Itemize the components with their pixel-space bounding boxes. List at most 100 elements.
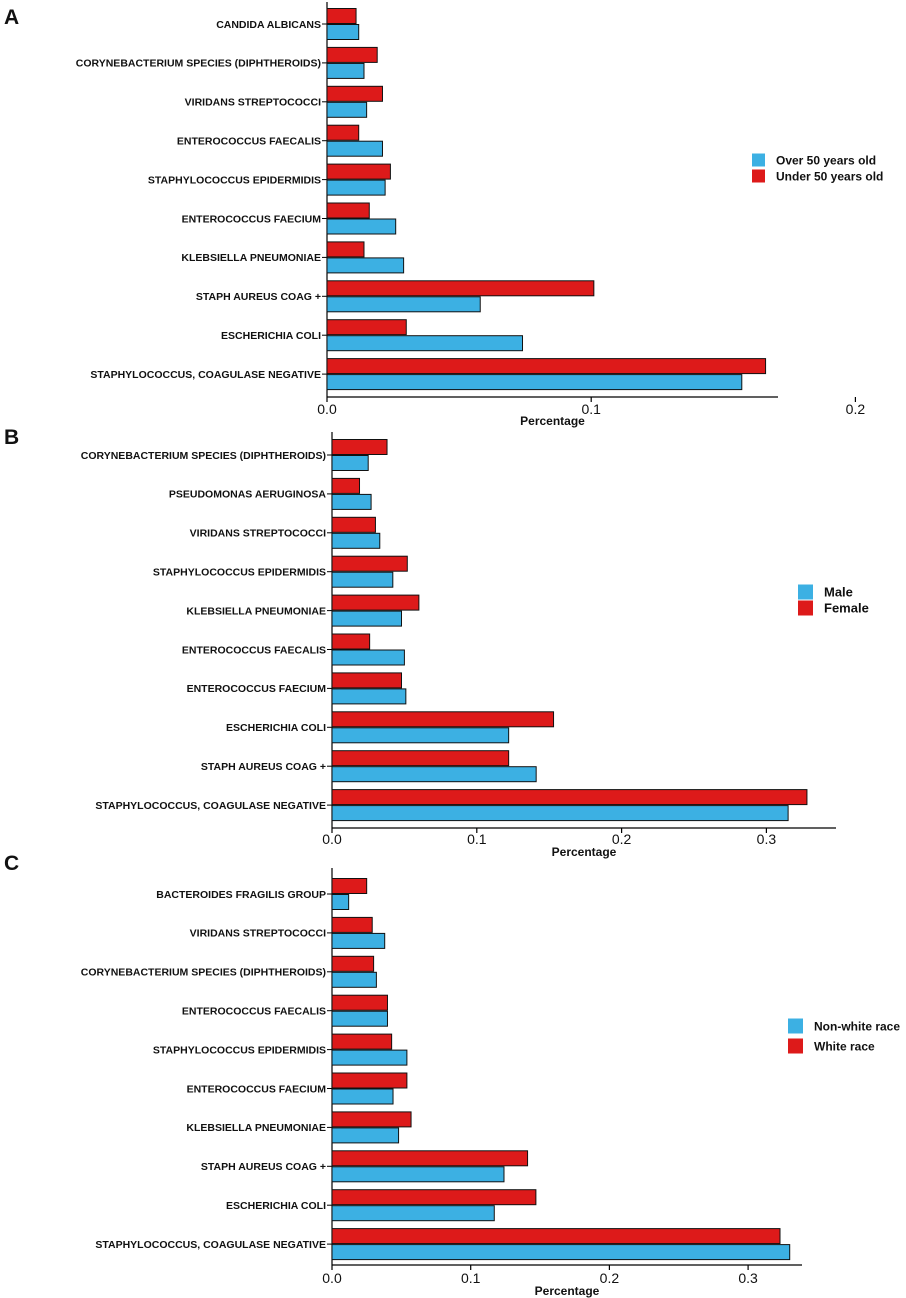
legend-swatch-male (798, 584, 813, 600)
category-label-enterococcus-faecalis: ENTEROCOCCUS FAECALIS (177, 136, 321, 148)
category-label-klebsiella-pneumoniae: KLEBSIELLA PNEUMONIAE (181, 252, 321, 264)
category-label-corynebacterium-species-diphtheroids: CORYNEBACTERIUM SPECIES (DIPHTHEROIDS) (81, 450, 326, 462)
category-label-bacteroides-fragilis-group: BACTEROIDES FRAGILIS GROUP (156, 889, 326, 901)
bar-female-enterococcus-faecalis (331, 633, 371, 650)
bar-under-50-years-old-staphylococcus-coagulase-negative (326, 358, 767, 375)
bar-white-race-klebsiella-pneumoniae (331, 1111, 412, 1128)
bar-male-viridans-streptococci (331, 532, 381, 549)
bar-male-klebsiella-pneumoniae (331, 610, 403, 627)
bar-over-50-years-old-klebsiella-pneumoniae (326, 257, 405, 274)
x-axis-title: Percentage (552, 845, 617, 859)
category-label-enterococcus-faecalis: ENTEROCOCCUS FAECALIS (182, 1006, 326, 1018)
bar-under-50-years-old-enterococcus-faecium (326, 202, 370, 219)
bar-under-50-years-old-escherichia-coli (326, 319, 407, 336)
panel-b: B 0.0 0.1 0.2 0.3 Percentage CORYNEBACTERIUM S… (4, 426, 869, 859)
bar-non-white-race-klebsiella-pneumoniae (331, 1127, 400, 1144)
bar-female-staphylococcus-coagulase-negative (331, 789, 808, 806)
bar-over-50-years-old-viridans-streptococci (326, 101, 368, 118)
category-label-enterococcus-faecium: ENTEROCOCCUS FAECIUM (187, 1083, 327, 1095)
x-tick-label: 0.2 (846, 401, 866, 417)
category-label-candida-albicans: CANDIDA ALBICANS (216, 19, 321, 31)
bar-over-50-years-old-staphylococcus-coagulase-negative (326, 374, 743, 391)
x-tick-label: 0.0 (317, 401, 337, 417)
bar-white-race-viridans-streptococci (331, 916, 373, 933)
bar-male-staphylococcus-coagulase-negative (331, 805, 789, 822)
category-label-corynebacterium-species-diphtheroids: CORYNEBACTERIUM SPECIES (DIPHTHEROIDS) (81, 967, 326, 979)
bar-female-staphylococcus-epidermidis (331, 555, 408, 572)
category-label-staphylococcus-epidermidis: STAPHYLOCOCCUS EPIDERMIDIS (148, 174, 321, 186)
bar-white-race-enterococcus-faecalis (331, 994, 388, 1011)
bar-male-enterococcus-faecium (331, 688, 407, 705)
bar-white-race-escherichia-coli (331, 1189, 537, 1206)
panel-label: A (4, 6, 19, 29)
x-tick-label: 0.1 (581, 401, 601, 417)
category-label-staph-aureus-coag: STAPH AUREUS COAG + (196, 291, 321, 303)
bar-non-white-race-bacteroides-fragilis-group (331, 894, 350, 910)
legend-label-female: Female (824, 601, 869, 616)
category-label-pseudomonas-aeruginosa: PSEUDOMONAS AERUGINOSA (169, 489, 327, 501)
x-tick-label: 0.0 (322, 1270, 342, 1286)
bar-male-staphylococcus-epidermidis (331, 571, 394, 588)
category-label-klebsiella-pneumoniae: KLEBSIELLA PNEUMONIAE (186, 1122, 326, 1134)
category-label-enterococcus-faecium: ENTEROCOCCUS FAECIUM (187, 683, 327, 695)
bar-under-50-years-old-staph-aureus-coag (326, 280, 595, 297)
x-tick-label: 0.1 (461, 1270, 481, 1286)
bar-over-50-years-old-corynebacterium-species-diphtheroids (326, 62, 365, 79)
category-label-staphylococcus-epidermidis: STAPHYLOCOCCUS EPIDERMIDIS (153, 1044, 326, 1056)
bar-white-race-staph-aureus-coag (331, 1150, 529, 1167)
panel-c: C 0.0 0.1 0.2 0.3 Percentage BACTEROIDES FRAGI… (4, 852, 900, 1298)
category-label-staphylococcus-coagulase-negative: STAPHYLOCOCCUS, COAGULASE NEGATIVE (95, 1239, 326, 1251)
bar-over-50-years-old-escherichia-coli (326, 335, 524, 352)
bar-female-escherichia-coli (331, 711, 555, 728)
bar-white-race-corynebacterium-species-diphtheroids (331, 955, 375, 972)
category-label-escherichia-coli: ESCHERICHIA COLI (221, 330, 321, 342)
bar-under-50-years-old-corynebacterium-species-diphtheroids (326, 46, 378, 63)
bar-female-staph-aureus-coag (331, 750, 510, 767)
x-axis-title: Percentage (535, 1284, 600, 1298)
panel-a: A0.00.10.20.3PercentageCANDIDA ALBICANSC… (4, 2, 883, 428)
legend-swatch-over-50-years-old (752, 153, 765, 167)
legend-label-over-50-years-old: Over 50 years old (776, 154, 876, 168)
bar-non-white-race-enterococcus-faecium (331, 1088, 394, 1105)
panel-label: B (4, 426, 19, 449)
bar-over-50-years-old-staph-aureus-coag (326, 296, 481, 313)
bar-non-white-race-staph-aureus-coag (331, 1166, 505, 1183)
legend-label-white-race: White race (814, 1040, 875, 1054)
category-label-staphylococcus-coagulase-negative: STAPHYLOCOCCUS, COAGULASE NEGATIVE (90, 369, 321, 381)
bar-female-klebsiella-pneumoniae (331, 594, 420, 611)
bar-female-corynebacterium-species-diphtheroids (331, 439, 388, 455)
category-label-klebsiella-pneumoniae: KLEBSIELLA PNEUMONIAE (186, 605, 326, 617)
bar-female-enterococcus-faecium (331, 672, 403, 689)
x-axis-title: Percentage (520, 414, 585, 428)
bar-under-50-years-old-klebsiella-pneumoniae (326, 241, 365, 258)
x-tick-label: 0.3 (738, 1270, 758, 1286)
category-label-staphylococcus-epidermidis: STAPHYLOCOCCUS EPIDERMIDIS (153, 567, 326, 579)
bar-non-white-race-escherichia-coli (331, 1205, 495, 1222)
bar-non-white-race-corynebacterium-species-diphtheroids (331, 971, 377, 988)
bar-under-50-years-old-candida-albicans (326, 8, 357, 24)
x-tick-label: 0.0 (322, 831, 342, 847)
category-label-escherichia-coli: ESCHERICHIA COLI (226, 722, 326, 734)
x-tick-label: 0.1 (467, 831, 487, 847)
bar-male-pseudomonas-aeruginosa (331, 493, 372, 510)
bar-white-race-enterococcus-faecium (331, 1072, 408, 1089)
bar-male-staph-aureus-coag (331, 766, 537, 783)
legend-swatch-under-50-years-old (752, 169, 765, 183)
legend-label-male: Male (824, 585, 853, 600)
bar-male-enterococcus-faecalis (331, 649, 405, 666)
bar-non-white-race-staphylococcus-coagulase-negative (331, 1244, 791, 1261)
bar-non-white-race-viridans-streptococci (331, 932, 386, 949)
bar-under-50-years-old-enterococcus-faecalis (326, 124, 360, 141)
category-label-staph-aureus-coag: STAPH AUREUS COAG + (201, 761, 326, 773)
panel-label: C (4, 852, 19, 875)
bar-over-50-years-old-enterococcus-faecium (326, 218, 397, 235)
x-tick-label: 0.2 (600, 1270, 620, 1286)
category-label-staph-aureus-coag: STAPH AUREUS COAG + (201, 1161, 326, 1173)
bar-male-escherichia-coli (331, 727, 510, 744)
legend-label-non-white-race: Non-white race (814, 1020, 900, 1034)
x-tick-label: 0.3 (757, 831, 777, 847)
legend-swatch-non-white-race (788, 1018, 803, 1034)
bar-under-50-years-old-viridans-streptococci (326, 85, 383, 102)
legend-swatch-white-race (788, 1038, 803, 1054)
